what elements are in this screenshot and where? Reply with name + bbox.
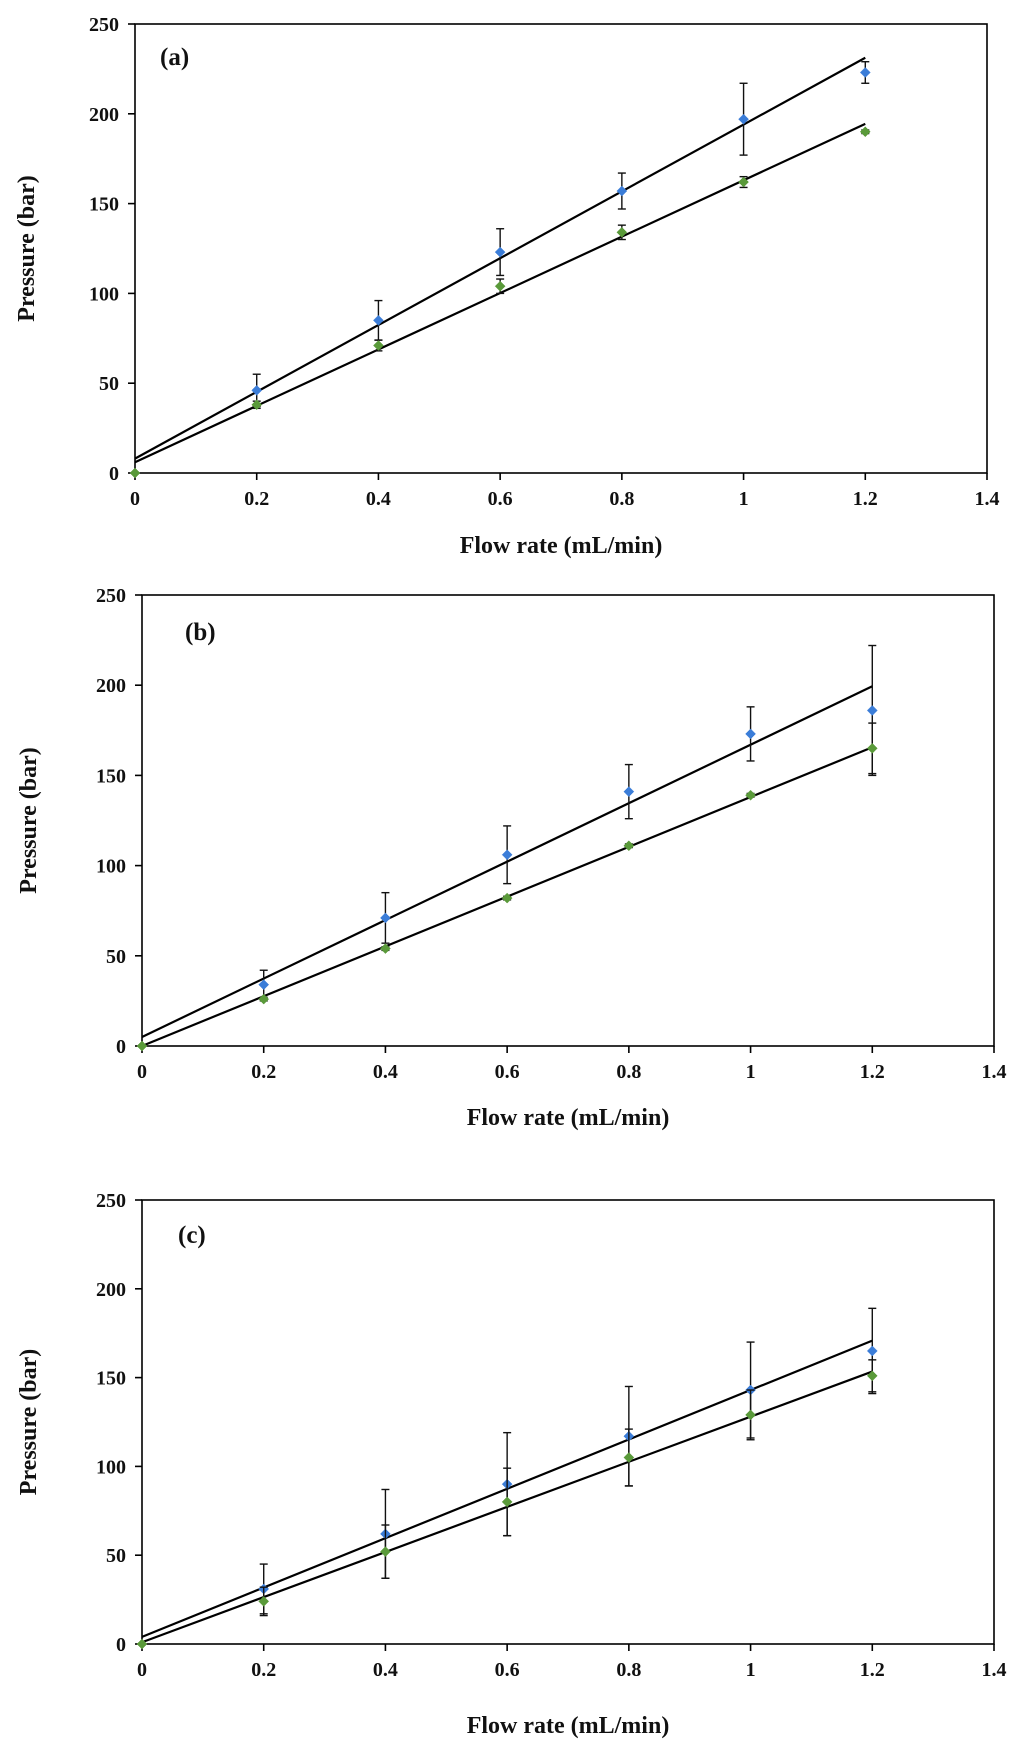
x-tick-label: 0.2 xyxy=(244,488,269,510)
x-tick-label: 0.6 xyxy=(495,1061,520,1083)
chart-panel-0: 0 0.2 0.4 0.6 0.8 1 1.2 1.4 0 50 100 150 200 250 Flow … xyxy=(14,14,1000,559)
data-point-series-0 xyxy=(738,113,749,125)
data-point-series-1 xyxy=(623,1452,635,1463)
data-point-series-1 xyxy=(373,340,384,351)
x-tick-label: 1.2 xyxy=(853,488,878,510)
x-tick-label: 0 xyxy=(137,1659,147,1681)
chart-panel-1: 0 0.2 0.4 0.6 0.8 1 1.2 1.4 0 50 100 150 200 250 Flow … xyxy=(16,585,1007,1131)
data-point-series-0 xyxy=(859,67,871,78)
data-point-series-1 xyxy=(258,993,270,1005)
y-tick-label: 50 xyxy=(99,373,119,395)
data-point-series-0 xyxy=(866,1345,878,1357)
panel-label: (b) xyxy=(185,619,216,646)
y-tick-label: 50 xyxy=(106,946,126,968)
x-tick-label: 0.8 xyxy=(616,1061,641,1083)
data-point-series-1 xyxy=(136,1638,148,1650)
x-tick-label: 0.6 xyxy=(488,488,513,510)
data-point-series-1 xyxy=(623,840,635,852)
panel-label: (c) xyxy=(178,1222,206,1249)
data-point-series-1 xyxy=(494,280,506,292)
x-axis-label: Flow rate (mL/min) xyxy=(467,1105,670,1131)
x-tick-label: 1.4 xyxy=(982,1061,1007,1083)
y-tick-label: 50 xyxy=(106,1545,126,1567)
data-point-series-1 xyxy=(738,176,749,188)
x-tick-label: 0 xyxy=(137,1061,147,1083)
x-tick-label: 1.2 xyxy=(860,1061,885,1083)
x-tick-label: 1 xyxy=(746,1659,756,1681)
data-point-series-1 xyxy=(501,892,513,904)
x-axis-label: Flow rate (mL/min) xyxy=(460,533,663,559)
x-tick-label: 0.8 xyxy=(616,1659,641,1681)
y-axis-label: Pressure (bar) xyxy=(14,175,40,321)
x-tick-label: 0.4 xyxy=(373,1659,398,1681)
y-tick-label: 150 xyxy=(89,194,119,216)
data-point-series-0 xyxy=(616,185,628,197)
x-tick-label: 1 xyxy=(746,1061,756,1083)
data-point-series-1 xyxy=(866,1370,878,1382)
y-tick-label: 0 xyxy=(116,1036,126,1058)
data-point-series-1 xyxy=(616,226,628,238)
y-tick-label: 100 xyxy=(96,856,126,878)
x-tick-label: 1.4 xyxy=(975,488,1000,510)
y-tick-label: 200 xyxy=(89,104,119,126)
data-point-series-1 xyxy=(866,742,878,754)
data-point-series-1 xyxy=(380,943,391,954)
data-point-series-0 xyxy=(623,786,635,797)
y-tick-label: 0 xyxy=(109,463,119,485)
data-point-series-1 xyxy=(501,1496,513,1508)
x-tick-label: 1 xyxy=(739,488,749,510)
x-tick-label: 1.4 xyxy=(982,1659,1007,1681)
x-tick-label: 0.8 xyxy=(609,488,634,510)
chart-panel-2: 0 0.2 0.4 0.6 0.8 1 1.2 1.4 0 50 100 150 200 250 Flow … xyxy=(16,1190,1007,1739)
data-point-series-1 xyxy=(258,1596,270,1607)
data-point-series-0 xyxy=(258,979,270,991)
y-axis-label: Pressure (bar) xyxy=(16,747,42,893)
data-point-series-1 xyxy=(251,399,263,411)
panel-label: (a) xyxy=(160,44,189,71)
plot-frame xyxy=(134,23,988,474)
y-tick-label: 250 xyxy=(96,1190,126,1212)
data-point-series-1 xyxy=(129,467,141,479)
data-point-series-0 xyxy=(494,246,506,258)
y-tick-label: 250 xyxy=(96,585,126,607)
data-point-series-1 xyxy=(745,789,756,801)
y-tick-label: 100 xyxy=(89,283,119,305)
data-point-series-1 xyxy=(380,1546,391,1558)
y-tick-label: 200 xyxy=(96,1279,126,1301)
y-tick-label: 150 xyxy=(96,1368,126,1390)
data-point-series-0 xyxy=(380,912,391,924)
data-point-series-0 xyxy=(373,314,384,326)
x-tick-label: 1.2 xyxy=(860,1659,885,1681)
x-tick-label: 0.2 xyxy=(251,1061,276,1083)
y-tick-label: 200 xyxy=(96,675,126,697)
y-tick-label: 0 xyxy=(116,1634,126,1656)
plot-frame xyxy=(141,1199,995,1645)
data-point-series-0 xyxy=(866,705,878,716)
x-tick-label: 0 xyxy=(130,488,140,510)
data-point-series-1 xyxy=(136,1040,148,1052)
x-axis-label: Flow rate (mL/min) xyxy=(467,1713,670,1739)
plot-frame xyxy=(141,594,995,1047)
y-tick-label: 100 xyxy=(96,1456,126,1478)
data-point-series-0 xyxy=(745,728,756,740)
y-axis-label: Pressure (bar) xyxy=(16,1349,42,1495)
data-point-series-1 xyxy=(859,126,871,138)
data-point-series-1 xyxy=(745,1409,756,1421)
y-tick-label: 250 xyxy=(89,14,119,36)
x-tick-label: 0.6 xyxy=(495,1659,520,1681)
data-point-series-0 xyxy=(251,385,263,396)
data-point-series-0 xyxy=(501,849,513,861)
x-tick-label: 0.2 xyxy=(251,1659,276,1681)
x-tick-label: 0.4 xyxy=(373,1061,398,1083)
x-tick-label: 0.4 xyxy=(366,488,391,510)
y-tick-label: 150 xyxy=(96,765,126,787)
